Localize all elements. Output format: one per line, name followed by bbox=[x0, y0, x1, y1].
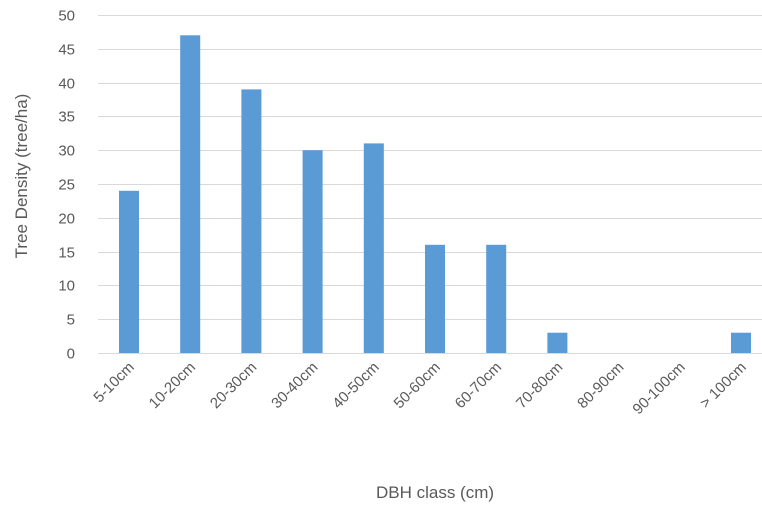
y-tick-label: 35 bbox=[58, 109, 75, 126]
bar bbox=[486, 244, 507, 353]
y-tick-label: 45 bbox=[58, 42, 75, 59]
y-axis-title: Tree Density (tree/ha) bbox=[12, 94, 31, 259]
bar bbox=[425, 244, 445, 353]
bar bbox=[119, 190, 139, 353]
x-tick-label: > 100cm bbox=[697, 359, 750, 412]
x-tick-label: 10-20cm bbox=[146, 359, 199, 412]
x-tick-label: 80-90cm bbox=[574, 359, 627, 412]
y-tick-label: 15 bbox=[58, 245, 75, 262]
y-axis-ticks: 0 5 10 15 20 25 30 35 40 45 50 bbox=[58, 8, 75, 363]
gridlines bbox=[98, 15, 762, 354]
x-tick-label: 90-100cm bbox=[629, 359, 688, 418]
bar bbox=[731, 332, 751, 353]
y-tick-label: 20 bbox=[58, 211, 75, 228]
x-axis-ticks: 5-10cm 10-20cm 20-30cm 30-40cm 40-50cm 50-60c… bbox=[90, 359, 749, 418]
x-tick-label: 60-70cm bbox=[452, 359, 505, 412]
bar bbox=[363, 143, 384, 353]
x-tick-label: 5-10cm bbox=[90, 359, 137, 406]
x-tick-label: 70-80cm bbox=[513, 359, 566, 412]
bar bbox=[241, 89, 262, 354]
bars bbox=[119, 35, 751, 354]
bar bbox=[180, 35, 201, 354]
x-tick-label: 20-30cm bbox=[207, 359, 260, 412]
x-tick-label: 30-40cm bbox=[268, 359, 321, 412]
x-tick-label: 40-50cm bbox=[329, 359, 382, 412]
y-tick-label: 5 bbox=[67, 312, 75, 329]
y-tick-label: 25 bbox=[58, 177, 75, 194]
x-tick-label: 50-60cm bbox=[391, 359, 444, 412]
y-tick-label: 40 bbox=[58, 76, 75, 93]
bar bbox=[302, 150, 323, 353]
y-tick-label: 30 bbox=[58, 143, 75, 160]
y-tick-label: 10 bbox=[58, 278, 75, 295]
x-axis-title: DBH class (cm) bbox=[376, 483, 494, 502]
y-tick-label: 0 bbox=[67, 346, 75, 363]
bar bbox=[547, 332, 568, 353]
y-tick-label: 50 bbox=[58, 8, 75, 25]
